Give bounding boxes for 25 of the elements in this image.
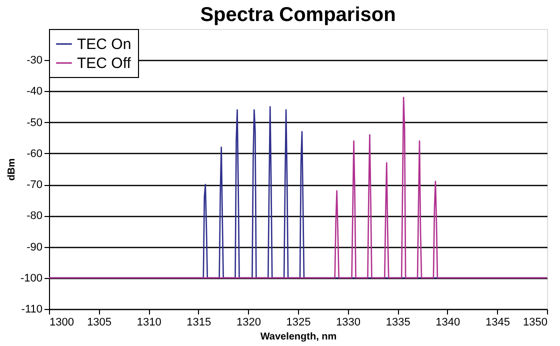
y-tick-label: -110 <box>21 304 42 316</box>
y-tick-label: -40 <box>26 86 42 98</box>
y-tick-label: -80 <box>26 210 42 222</box>
x-tick-label: 1330 <box>336 316 361 328</box>
y-tick-label: -30 <box>26 54 42 67</box>
x-tick-label: 1325 <box>286 316 311 328</box>
legend-label: TEC Off <box>77 55 132 72</box>
x-tick-label: 1345 <box>485 316 510 328</box>
y-tick-label: -70 <box>26 179 42 192</box>
x-tick-label: 1335 <box>386 316 410 328</box>
x-tick-label: 1315 <box>186 316 212 328</box>
y-tick-label: -100 <box>20 272 42 284</box>
y-tick-label: -90 <box>26 241 42 254</box>
y-axis-title: dBm <box>6 158 18 181</box>
y-tick-label: -60 <box>26 148 42 160</box>
legend-label: TEC On <box>77 36 132 53</box>
x-tick-label: 1310 <box>136 316 162 328</box>
x-tick-label: 1320 <box>236 316 261 328</box>
x-tick-label: 1340 <box>436 316 460 328</box>
x-axis-title: Wavelength, nm <box>260 332 337 342</box>
x-tick-label: 1350 <box>523 316 548 328</box>
x-tick-label: 1305 <box>87 316 112 328</box>
chart-title: Spectra Comparison <box>200 4 396 26</box>
y-tick-label: -50 <box>26 116 42 129</box>
x-tick-label: 1300 <box>50 316 74 328</box>
